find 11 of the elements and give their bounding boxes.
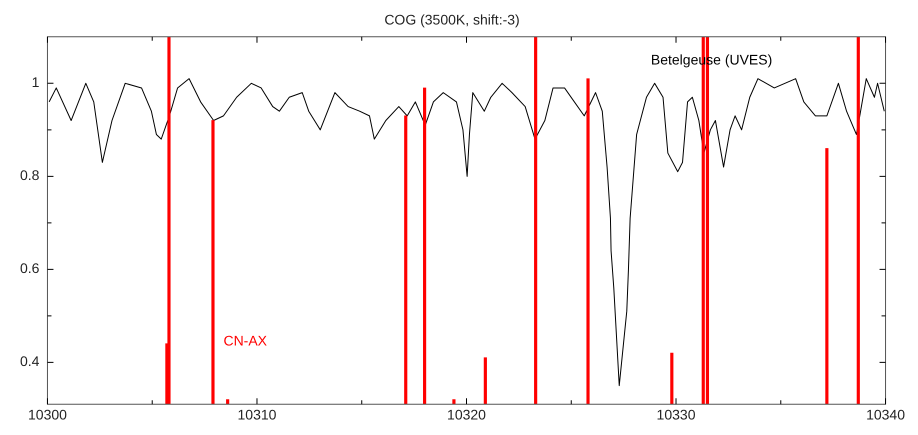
x-tick-label: 10340 xyxy=(866,406,906,422)
chart-title: COG (3500K, shift:-3) xyxy=(384,11,520,28)
y-tick-label: 1 xyxy=(32,74,40,90)
series-label: CN-AX xyxy=(223,332,268,349)
y-tick-label: 0.8 xyxy=(20,167,40,184)
x-tick-label: 10320 xyxy=(447,406,486,422)
y-tick-label: 0.6 xyxy=(20,260,40,276)
x-tick-label: 10310 xyxy=(238,406,277,422)
y-tick-label: 0.4 xyxy=(20,353,40,370)
x-tick-label: 10300 xyxy=(28,406,68,422)
x-tick-label: 10330 xyxy=(656,406,696,422)
